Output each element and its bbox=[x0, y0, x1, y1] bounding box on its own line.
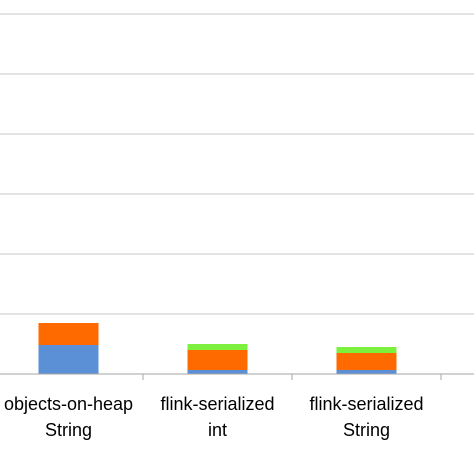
x-tick-label: int bbox=[208, 420, 227, 440]
x-tick-label: String bbox=[45, 420, 92, 440]
bar-segment bbox=[187, 350, 248, 370]
bar-segment bbox=[38, 345, 99, 374]
bar-segment bbox=[187, 370, 248, 374]
x-tick-label: String bbox=[343, 420, 390, 440]
bar-segment bbox=[187, 344, 248, 350]
bar-segment bbox=[336, 370, 397, 374]
x-axis bbox=[0, 373, 474, 380]
x-tick-label: flink-serialized bbox=[309, 394, 423, 414]
bars bbox=[38, 323, 397, 374]
bar-segment bbox=[38, 323, 99, 345]
x-tick-label: flink-serialized bbox=[160, 394, 274, 414]
x-tick-label: objects-on-heap bbox=[4, 394, 133, 414]
x-tick-labels: objects-on-heap String flink-serialized int… bbox=[4, 394, 424, 440]
bar-segment bbox=[336, 353, 397, 370]
gridlines bbox=[0, 13, 474, 315]
bar-segment bbox=[336, 347, 397, 353]
